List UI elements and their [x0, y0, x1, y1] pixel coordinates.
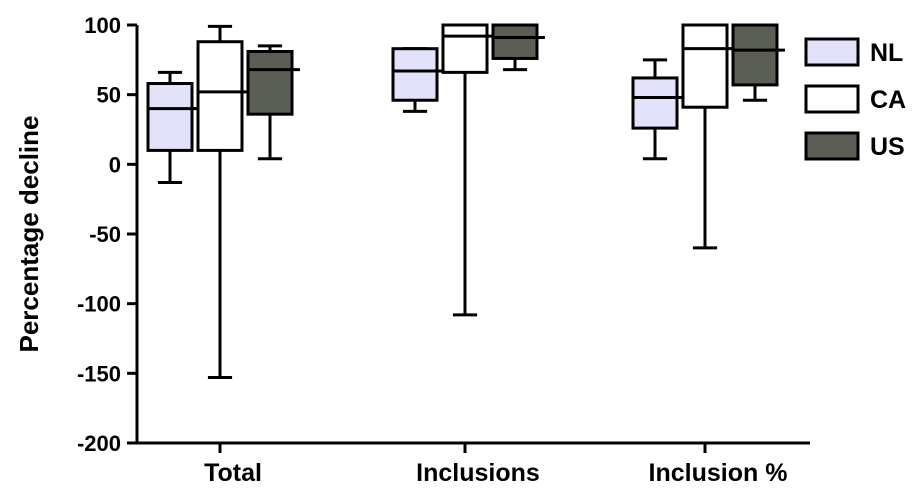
box-us-2 [731, 23, 785, 102]
legend: NL CA US [804, 37, 906, 161]
legend-label-nl: NL [870, 39, 903, 67]
y-tick-label: 0 [109, 152, 121, 177]
y-tick-label: -150 [77, 361, 121, 386]
box-iqr [491, 23, 539, 60]
box-nl-0 [146, 70, 200, 184]
y-tick-label: -200 [77, 431, 121, 456]
box-iqr [196, 40, 244, 152]
box-iqr [631, 76, 679, 130]
y-tick-label: 50 [97, 83, 121, 108]
box-us-0 [246, 44, 300, 161]
legend-label-us: US [870, 133, 905, 161]
axes: -200 -150 -100 -50 0 50 100 Total Inclusions Incl… [77, 13, 810, 487]
legend-label-ca: CA [870, 86, 906, 114]
y-tick-label: -50 [89, 222, 121, 247]
plot-area [146, 23, 785, 380]
legend-swatch-ca [804, 84, 860, 114]
category-label: Total [204, 459, 262, 487]
box-iqr [146, 82, 194, 152]
y-tick-label: -100 [77, 292, 121, 317]
box-iqr [246, 49, 294, 116]
box-ca-2 [681, 23, 735, 250]
category-label: Inclusion % [649, 459, 788, 487]
category-label: Inclusions [416, 459, 540, 487]
box-iqr [441, 23, 489, 74]
box-ca-0 [196, 24, 250, 380]
box-us-1 [491, 23, 545, 72]
box-iqr [681, 23, 729, 109]
box-nl-2 [631, 58, 685, 161]
box-nl-1 [391, 47, 445, 113]
legend-swatch-nl [804, 37, 860, 67]
box-iqr [391, 47, 439, 102]
box-ca-1 [441, 23, 495, 317]
y-axis-title: Percentage decline [14, 116, 44, 353]
legend-swatch-us [804, 131, 860, 161]
y-tick-label: 100 [84, 13, 121, 38]
box-iqr [731, 23, 779, 87]
